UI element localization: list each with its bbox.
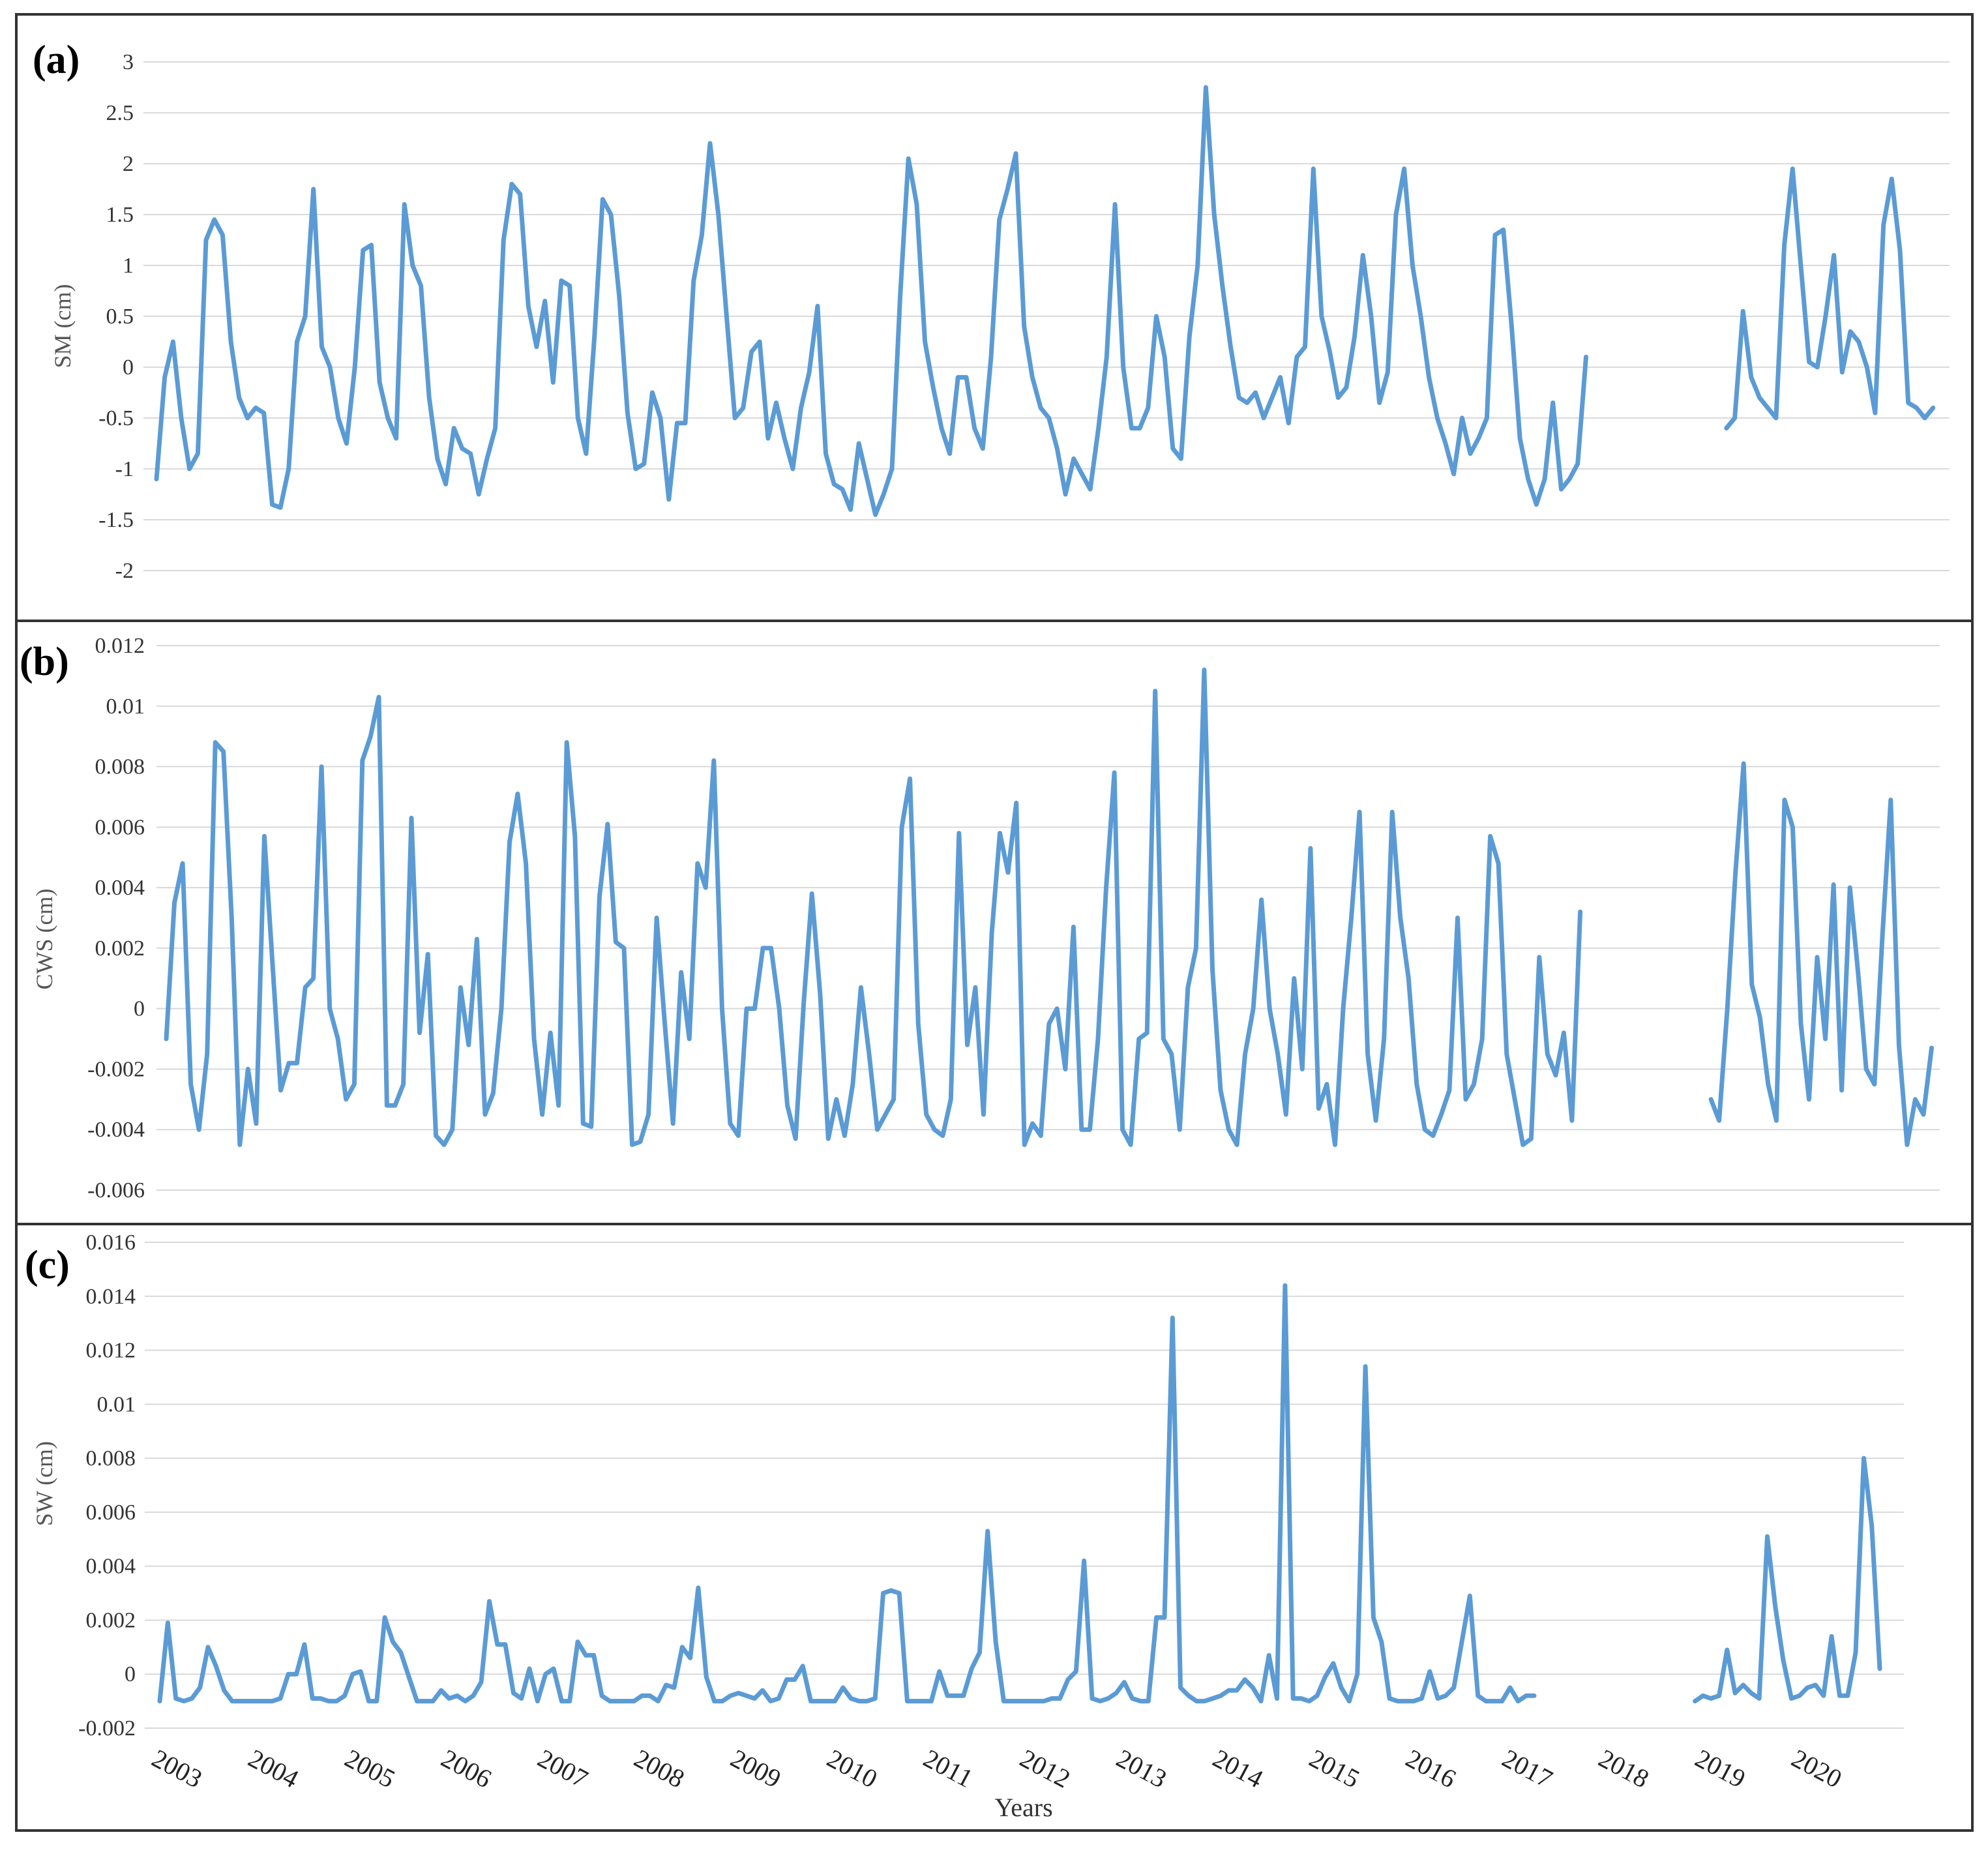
y-tick-label: -0.004 [87, 1118, 145, 1142]
x-tick-label: 2006 [437, 1743, 497, 1793]
y-tick-label: 3 [123, 50, 134, 74]
y-tick-label: 2.5 [106, 101, 134, 125]
y-tick-label: 0.002 [95, 936, 145, 961]
y-tick-label: 0.012 [95, 634, 145, 658]
panel-c-yticks: 0.016 0.014 0.012 0.01 0.008 0.006 0.004 0.002 0… [78, 1231, 136, 1741]
y-tick-label: -1.5 [98, 508, 134, 532]
y-tick-label: 0.006 [95, 815, 145, 839]
panel-a-yticks: 3 2.5 2 1.5 1 0.5 0 -0.5 -1 -1.5 -2 [98, 50, 134, 583]
panel-c-ylabel: SW (cm) [31, 1441, 57, 1526]
y-tick-label: 0.01 [97, 1392, 136, 1416]
panel-c-tag: (c) [25, 1243, 70, 1287]
x-tick-label: 2003 [147, 1743, 207, 1793]
y-tick-label: 0 [123, 355, 134, 380]
y-tick-label: 0.008 [86, 1446, 136, 1471]
y-tick-label: 0.012 [86, 1339, 136, 1363]
y-tick-label: 0.014 [86, 1285, 136, 1309]
y-tick-label: 0.004 [86, 1555, 136, 1579]
x-tick-label: 2009 [726, 1743, 786, 1793]
panel-a-grid [143, 61, 1950, 571]
y-tick-label: 0.5 [106, 305, 134, 329]
y-tick-label: 0.004 [95, 876, 145, 900]
panel-c-xlabel: Years [994, 1793, 1052, 1822]
panel-c-xticks: 2003 2004 2005 2006 2007 2008 2009 2010 2011 2012… [147, 1743, 1847, 1793]
y-tick-label: -0.002 [87, 1057, 145, 1081]
x-tick-label: 2011 [919, 1743, 977, 1793]
x-tick-label: 2007 [533, 1743, 593, 1793]
x-tick-label: 2015 [1305, 1743, 1365, 1793]
panel-b-yticks: 0.012 0.01 0.008 0.006 0.004 0.002 0 -0.002 -0.0… [87, 634, 145, 1203]
panel-c-series [157, 1283, 1882, 1704]
y-tick-label: 0.006 [86, 1501, 136, 1525]
y-tick-label: 0.016 [86, 1231, 136, 1255]
x-tick-label: 2012 [1015, 1743, 1075, 1793]
y-tick-label: 0.01 [106, 695, 145, 719]
x-tick-label: 2020 [1787, 1743, 1847, 1793]
x-tick-label: 2008 [629, 1743, 689, 1793]
y-tick-label: -0.006 [87, 1178, 145, 1203]
panel-a-series [154, 85, 1936, 517]
y-tick-label: -0.5 [98, 406, 134, 430]
panel-c-frame [15, 1223, 1974, 1832]
y-tick-label: 1 [123, 254, 134, 278]
y-tick-label: -2 [115, 559, 134, 583]
x-tick-label: 2016 [1401, 1743, 1461, 1793]
series-line [157, 1283, 1882, 1704]
y-tick-label: -0.002 [78, 1716, 136, 1741]
series-line [164, 667, 1934, 1147]
y-tick-label: -1 [115, 457, 134, 481]
y-tick-label: 0 [125, 1662, 136, 1686]
panel-b-ylabel: CWS (cm) [31, 889, 57, 990]
x-tick-label: 2014 [1208, 1743, 1268, 1793]
x-tick-label: 2013 [1112, 1743, 1172, 1793]
panel-b-grid [156, 645, 1940, 1191]
y-tick-label: 1.5 [106, 203, 134, 227]
y-tick-label: 2 [123, 152, 134, 176]
panel-b-tag: (b) [20, 640, 69, 684]
y-tick-label: 0.002 [86, 1608, 136, 1632]
x-tick-label: 2010 [822, 1743, 882, 1793]
x-tick-label: 2017 [1498, 1743, 1558, 1793]
panel-a-ylabel: SM (cm) [50, 284, 76, 368]
panel-c-grid [145, 1242, 1904, 1729]
panel-c: 0.016 0.014 0.012 0.01 0.008 0.006 0.004 0.002 0… [15, 1223, 1974, 1832]
y-tick-label: 0.008 [95, 755, 145, 779]
panel-b: 0.012 0.01 0.008 0.006 0.004 0.002 0 -0.002 -0.0… [15, 620, 1974, 1225]
series-line [154, 85, 1936, 517]
y-tick-label: 0 [134, 997, 145, 1021]
panel-a: 3 2.5 2 1.5 1 0.5 0 -0.5 -1 -1.5 -2 (a) SM (cm) [15, 13, 1974, 622]
panel-b-series [164, 667, 1934, 1147]
panel-a-tag: (a) [33, 38, 80, 82]
x-tick-label: 2004 [244, 1743, 304, 1793]
x-tick-label: 2019 [1691, 1743, 1751, 1793]
x-tick-label: 2018 [1594, 1743, 1654, 1793]
x-tick-label: 2005 [340, 1743, 400, 1793]
